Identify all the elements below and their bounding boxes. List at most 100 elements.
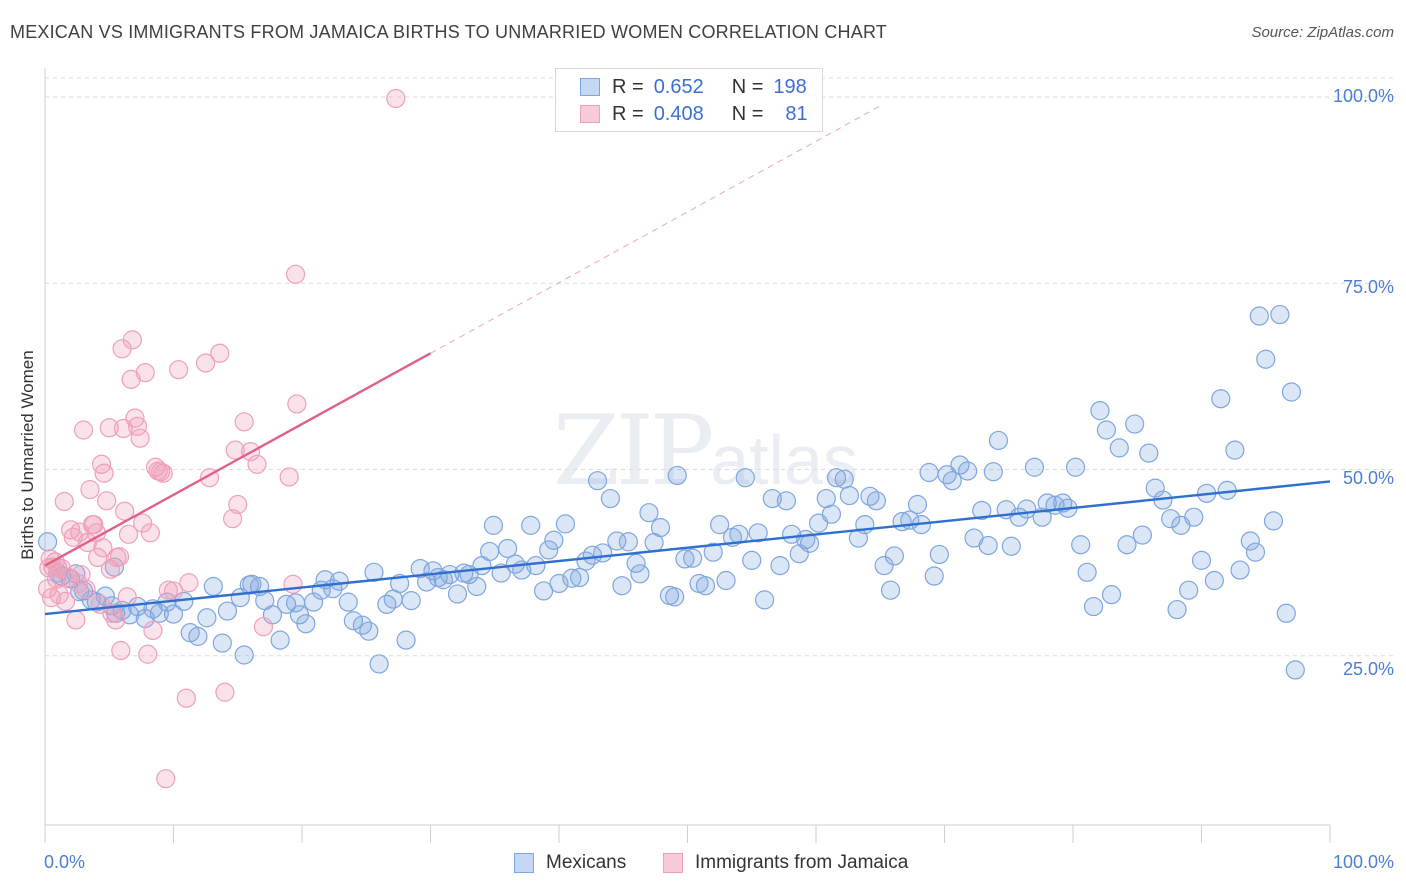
mexican-point — [149, 603, 169, 623]
mexican-point — [695, 576, 716, 596]
mexican-point — [296, 614, 316, 634]
legend-row-mexicans: R = 0.652 N = 198 — [556, 74, 807, 100]
mexican-point — [754, 590, 775, 610]
mexican-point — [716, 570, 736, 591]
jamaica-point — [117, 587, 137, 607]
mexican-point — [942, 471, 962, 491]
mexican-point — [1096, 420, 1117, 440]
jamaica-point — [234, 412, 254, 432]
mexican-point — [1161, 509, 1181, 529]
mexican-point — [667, 465, 687, 486]
mexican-point — [978, 535, 998, 556]
mexican-point — [789, 544, 809, 564]
legend-n-label: N = — [731, 102, 764, 125]
mexican-point — [618, 532, 638, 552]
mexican-point — [826, 468, 847, 488]
mexican-point — [270, 630, 290, 650]
mexican-point — [303, 592, 324, 612]
mexican-point — [1211, 389, 1231, 409]
mexican-point — [203, 576, 223, 597]
mexican-point — [1139, 443, 1159, 463]
y-tick-100: 100.0% — [1332, 86, 1394, 106]
mexican-point — [521, 515, 541, 535]
mexican-point — [401, 591, 421, 611]
jamaica-point — [215, 682, 235, 702]
mexican-point — [447, 584, 468, 604]
mexican-point — [1024, 457, 1045, 477]
mexican-point — [1101, 585, 1122, 605]
mexican-point — [37, 532, 58, 552]
mexican-point — [1225, 440, 1245, 460]
mexican-point — [593, 543, 613, 563]
jamaica-point — [247, 454, 267, 474]
mexican-trend-line — [44, 480, 1331, 616]
jamaica-point — [196, 353, 216, 373]
jamaica-point — [228, 494, 248, 515]
mexican-point — [626, 553, 646, 573]
jamaica-point — [287, 394, 307, 414]
jamaica-point — [130, 428, 150, 448]
mexican-point — [1132, 525, 1152, 545]
mexican-point — [1145, 478, 1165, 498]
jamaica-point — [138, 644, 158, 664]
mexican-point — [1249, 306, 1269, 326]
legend-row-jamaica: R = 0.408 N = 81 — [556, 101, 808, 127]
mexican-point — [703, 542, 723, 562]
mexican-point — [880, 580, 901, 600]
jamaica-point — [80, 480, 100, 500]
jamaica-point — [106, 610, 126, 630]
jamaica-point — [54, 491, 74, 512]
jamaica-point — [111, 640, 131, 661]
mexican-point — [433, 570, 453, 590]
mexican-point — [212, 633, 232, 653]
mexican-point — [1125, 414, 1145, 434]
bottom-legend-mexicans: Mexicans — [514, 852, 626, 874]
jamaica-point — [135, 363, 155, 383]
legend-n-jamaica: 81 — [785, 102, 808, 125]
mexican-point — [834, 469, 854, 489]
mexican-point — [544, 530, 564, 550]
mexican-point — [1245, 542, 1266, 562]
mexican-point — [866, 491, 886, 511]
mexican-point — [549, 573, 569, 594]
mexican-point — [600, 488, 621, 509]
mexican-point — [821, 504, 842, 524]
mexican-point — [710, 515, 730, 535]
mexican-point — [1090, 401, 1110, 421]
mexican-point — [1117, 535, 1137, 555]
mexican-point — [683, 548, 703, 568]
mexican-point — [440, 564, 460, 585]
legend-r-label: R = — [612, 75, 644, 98]
legend-swatch-mexicans — [580, 78, 600, 96]
mexican-point — [1071, 535, 1091, 555]
mexican-point — [612, 576, 632, 596]
jamaica-point — [118, 524, 139, 544]
jamaica-point — [88, 547, 108, 568]
jamaica-point — [109, 547, 130, 567]
bottom-swatch-jamaica — [663, 853, 683, 873]
mexican-point — [1083, 596, 1104, 617]
mexican-point — [338, 592, 358, 612]
jamaica-trend-extension — [430, 105, 881, 354]
jamaica-point — [97, 491, 117, 511]
watermark-zip: ZIP — [553, 395, 714, 507]
mexican-point — [1037, 493, 1057, 513]
mexican-point — [924, 566, 944, 586]
bottom-label-mexicans: Mexicans — [546, 852, 627, 873]
mexican-point — [639, 503, 659, 523]
bottom-label-jamaica: Immigrants from Jamaica — [695, 852, 909, 873]
mexican-point — [135, 608, 155, 629]
x-tick-0: 0.0% — [44, 852, 86, 872]
mexican-point — [1167, 599, 1187, 620]
mexican-point — [919, 462, 939, 483]
jamaica-point — [66, 610, 86, 630]
mexican-point — [587, 471, 608, 491]
mexican-point — [498, 538, 518, 559]
mexican-point — [630, 564, 650, 584]
mexican-point — [907, 494, 928, 515]
jamaica-point — [76, 579, 96, 600]
jamaica-point — [143, 620, 163, 641]
mexican-point — [396, 630, 416, 650]
mexican-point — [950, 455, 970, 475]
jamaica-point — [63, 527, 83, 547]
